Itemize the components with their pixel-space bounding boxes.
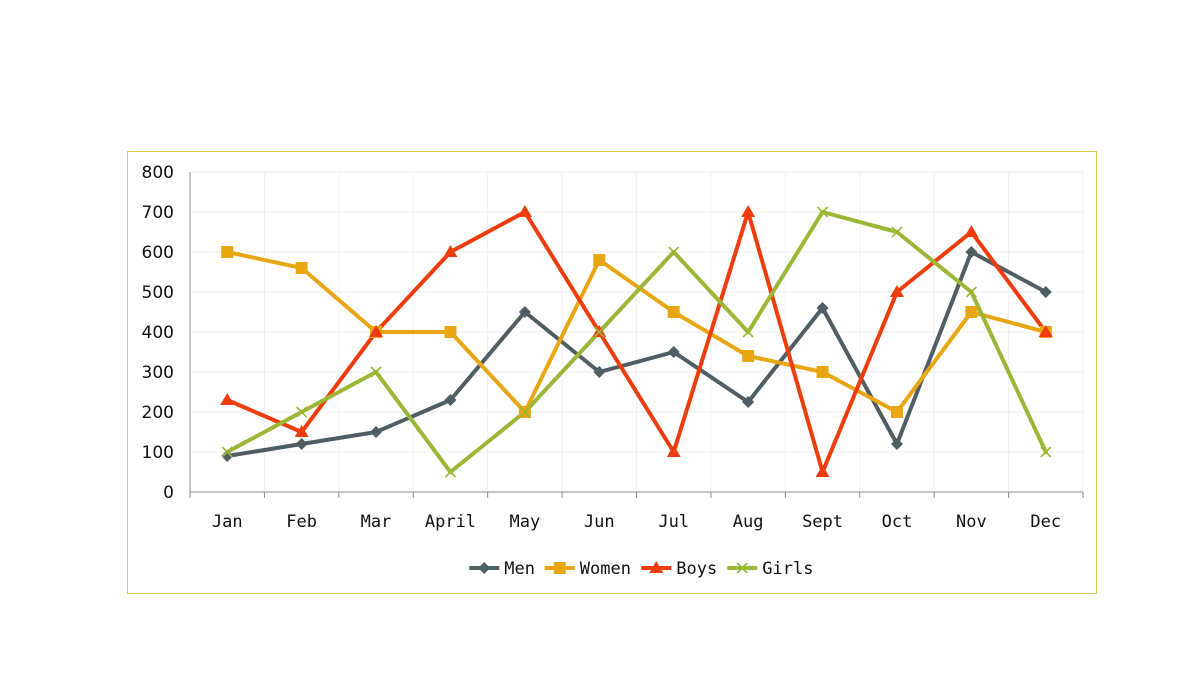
- point-men-april: [444, 394, 457, 406]
- y-tick-label-300: 300: [142, 363, 174, 383]
- point-boys-nov: [964, 225, 979, 237]
- point-girls-jul: [668, 246, 680, 258]
- series-lines: [220, 205, 1053, 478]
- x-tick-label-oct: Oct: [882, 512, 913, 532]
- legend-label-boys: Boys: [676, 559, 717, 579]
- x-tick-label-dec: Dec: [1030, 512, 1061, 532]
- point-men-feb: [295, 438, 308, 450]
- x-tick-label-feb: Feb: [286, 512, 317, 532]
- point-men-aug: [742, 396, 755, 408]
- y-tick-label-400: 400: [142, 323, 174, 343]
- legend-item-women: Women: [544, 559, 631, 579]
- point-boys-sept: [815, 465, 830, 477]
- x-tick-label-april: April: [425, 512, 476, 532]
- x-tick-label-aug: Aug: [733, 512, 764, 532]
- legend-item-girls: Girls: [727, 559, 813, 579]
- legend-item-boys: Boys: [641, 559, 717, 579]
- point-girls-nov: [965, 286, 977, 298]
- point-boys-may: [517, 205, 532, 217]
- point-boys-jan: [220, 393, 235, 405]
- point-men-nov: [965, 246, 978, 258]
- point-girls-mar: [370, 366, 382, 378]
- x-tick-label-mar: Mar: [361, 512, 392, 532]
- series-line-boys: [225, 210, 1048, 474]
- chart-frame: 0 100 200 300 400 500 600 700 800 Jan Feb Mar April M…: [127, 151, 1097, 594]
- point-men-jan: [221, 450, 234, 462]
- legend-marker-boys: [649, 561, 664, 573]
- legend-label-girls: Girls: [762, 559, 813, 579]
- point-women-jun: [593, 254, 606, 266]
- point-girls-april: [444, 466, 457, 478]
- point-girls-feb: [296, 406, 308, 418]
- point-boys-aug: [741, 205, 756, 217]
- legend-label-men: Men: [504, 559, 535, 579]
- point-girls-may: [519, 406, 531, 418]
- point-girls-dec: [1040, 446, 1052, 458]
- point-women-april: [444, 326, 457, 338]
- legend-item-men: Men: [469, 559, 535, 579]
- point-boys-dec: [1038, 325, 1053, 337]
- point-boys-april: [443, 245, 458, 257]
- point-women-nov: [965, 306, 978, 318]
- y-tick-label-500: 500: [142, 283, 174, 303]
- legend-marker-men: [478, 562, 491, 574]
- point-women-feb: [295, 262, 308, 274]
- point-girls-jan: [221, 446, 233, 458]
- axes: 0 100 200 300 400 500 600 700 800 Jan Feb Mar April M…: [142, 163, 1084, 532]
- y-tick-label-800: 800: [142, 163, 174, 183]
- point-boys-jul: [666, 445, 681, 457]
- point-women-oct: [890, 406, 903, 418]
- y-tick-label-600: 600: [142, 243, 174, 263]
- legend-marker-women: [553, 562, 566, 574]
- series-line-men: [225, 250, 1048, 458]
- y-tick-label-0: 0: [163, 483, 174, 503]
- point-boys-mar: [369, 325, 384, 337]
- point-women-sept: [816, 366, 829, 378]
- point-men-dec: [1039, 286, 1052, 298]
- point-men-sept: [816, 302, 829, 314]
- point-men-oct: [890, 438, 903, 450]
- point-men-mar: [370, 426, 383, 438]
- point-girls-aug: [742, 326, 754, 338]
- x-tick-label-jul: Jul: [658, 512, 689, 532]
- point-boys-oct: [889, 285, 904, 297]
- gridlines: [189, 171, 1084, 492]
- point-men-jul: [667, 346, 680, 358]
- series-line-women: [225, 250, 1048, 414]
- x-tick-label-jan: Jan: [212, 512, 243, 532]
- legend: Men Women Boys Girls: [469, 559, 813, 579]
- legend-label-women: Women: [580, 559, 631, 579]
- point-girls-jun: [593, 326, 605, 338]
- point-women-jan: [221, 246, 234, 258]
- point-boys-feb: [294, 425, 309, 437]
- x-tick-label-nov: Nov: [956, 512, 987, 532]
- x-tick-label-may: May: [510, 512, 541, 532]
- y-tick-label-200: 200: [142, 403, 174, 423]
- point-men-jun: [593, 366, 606, 378]
- point-girls-sept: [816, 206, 829, 218]
- point-women-aug: [742, 350, 755, 362]
- line-chart: 0 100 200 300 400 500 600 700 800 Jan Feb Mar April M…: [142, 163, 1084, 579]
- series-line-girls: [225, 210, 1048, 474]
- y-tick-label-100: 100: [142, 443, 174, 463]
- x-tick-label-sept: Sept: [802, 512, 843, 532]
- legend-marker-girls: [736, 562, 748, 574]
- point-men-may: [518, 306, 531, 318]
- y-tick-label-700: 700: [142, 203, 174, 223]
- point-women-jul: [667, 306, 680, 318]
- x-tick-label-jun: Jun: [584, 512, 615, 532]
- point-girls-oct: [891, 226, 903, 238]
